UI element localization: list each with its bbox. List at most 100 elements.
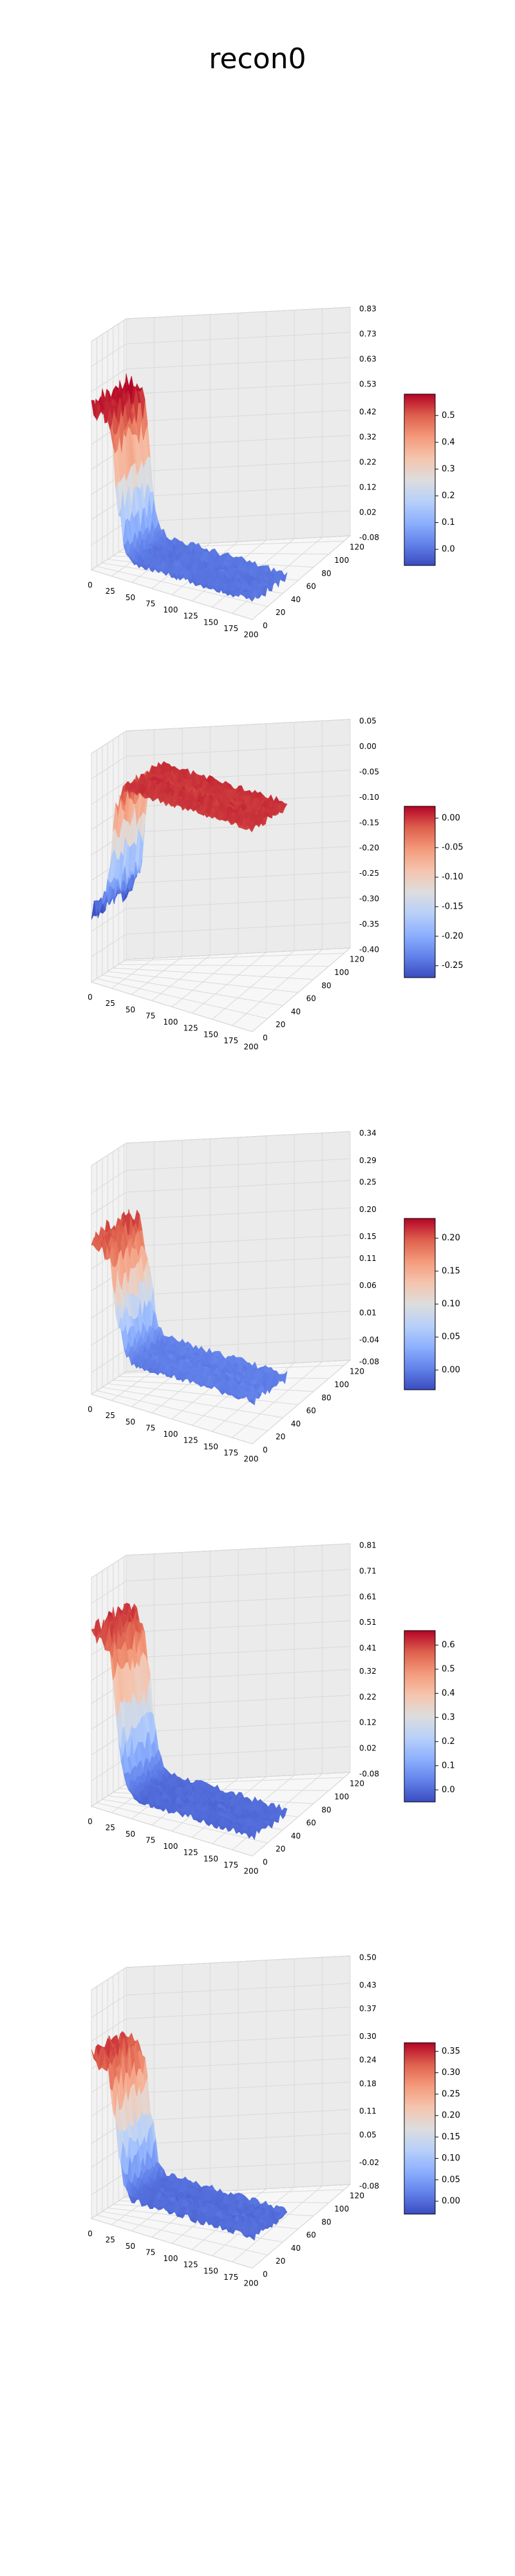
surface [91,761,288,920]
gridline-z [91,1359,351,1395]
colorbar-tick-label: 0.00 [442,1365,460,1375]
y-tick-label: 120 [350,543,364,552]
z-tick-label: -0.10 [359,793,379,802]
colorbar-tick-label: -0.20 [442,931,464,941]
x-tick-label: 125 [183,612,198,621]
x-tick-label: 25 [106,587,115,596]
subplot-1: 0255075100125150175200020406080100120-0.… [88,305,455,639]
surface-cell [91,900,97,920]
z-tick-label: 0.05 [359,717,377,726]
x-tick-label: 150 [203,1854,218,1863]
z-tick-label: -0.25 [359,869,379,878]
gridline-z [91,1569,351,1604]
y-tick-label: 80 [321,569,331,578]
y-tick-label: 80 [321,1805,331,1814]
z-tick-label: 0.34 [359,1129,377,1138]
z-tick-label: -0.05 [359,767,379,776]
z-tick-label: 0.63 [359,355,377,364]
gridline-z [91,357,351,392]
z-tick-label: 0.20 [359,1205,377,1214]
x-tick-label: 150 [203,618,218,627]
z-tick-label: -0.15 [359,818,379,827]
gridline-z [91,1955,351,1991]
page-title: recon0 [209,43,306,75]
subplot-4: 0255075100125150175200020406080100120-0.… [88,1541,455,1876]
x-tick-label: 50 [126,1830,135,1839]
subplots: 0255075100125150175200020406080100120-0.… [88,305,463,2288]
surface [91,2031,288,2241]
surface-cell [91,1629,97,1638]
x-tick-label: 125 [183,1848,198,1857]
z-tick-label: 0.81 [359,1541,377,1550]
x-tick-label: 100 [164,605,178,614]
z-tick-label: 0.41 [359,1643,377,1653]
z-tick-label: 0.01 [359,1308,377,1317]
x-tick-label: 0 [88,1405,93,1414]
colorbar-gradient [404,393,436,566]
z-tick-label: 0.29 [359,1156,377,1165]
colorbar-tick-label: 0.05 [442,1332,460,1342]
z-tick-label: 0.71 [359,1566,377,1575]
gridline-z [91,744,351,779]
x-tick-label: 200 [244,1867,259,1876]
z-tick-label: 0.73 [359,330,377,339]
subplot-3: 0255075100125150175200020406080100120-0.… [88,1129,460,1464]
gridline-z [91,332,351,367]
gridline-z [91,1983,351,2018]
colorbar-tick-label: 0.20 [442,1233,460,1243]
x-tick-label: 75 [145,1423,155,1432]
gridline-z [91,896,351,932]
colorbar: -0.25-0.20-0.15-0.10-0.050.00 [404,806,464,978]
y-tick-label: 40 [291,1419,301,1428]
colorbar-tick-label: 0.0 [442,1785,455,1795]
colorbar-tick-label: 0.1 [442,518,455,527]
colorbar-tick-label: 0.4 [442,437,455,447]
colorbar-tick-label: 0.1 [442,1761,455,1770]
gridline-z [91,922,351,957]
z-tick-label: 0.32 [359,432,377,441]
y-tick-label: 100 [334,556,349,565]
x-tick-label: 0 [88,581,93,590]
y-tick-label: 0 [263,1446,268,1455]
colorbar-tick-label: 0.3 [442,1712,455,1722]
z-tick-label: 0.22 [359,1692,377,1701]
z-tick-label: 0.32 [359,1667,377,1676]
z-tick-label: 0.00 [359,742,377,751]
x-tick-label: 75 [145,599,155,608]
y-tick-label: 0 [263,621,268,630]
gridline-z [91,947,351,983]
y-tick-label: 100 [334,968,349,977]
colorbar-tick-label: 0.6 [442,1640,455,1650]
y-tick-label: 60 [306,582,316,591]
gridline-z [91,719,351,754]
x-tick-label: 75 [145,1011,155,1020]
z-tick-label: 0.42 [359,407,377,416]
y-tick-label: 80 [321,1393,331,1402]
subplot-2: 0255075100125150175200020406080100120-0.… [88,717,463,1052]
z-tick-label: 0.22 [359,457,377,466]
x-tick-label: 125 [183,1436,198,1445]
x-tick-label: 75 [145,1835,155,1844]
gridline-z [91,1158,351,1193]
z-tick-label: -0.30 [359,895,379,904]
x-tick-label: 25 [106,1411,115,1420]
colorbar-tick-label: 0.15 [442,1266,460,1276]
z-tick-label: -0.20 [359,844,379,853]
z-tick-label: 0.12 [359,1718,377,1727]
y-tick-label: 40 [291,1832,301,1841]
gridline-z [91,2184,351,2219]
y-tick-label: 40 [291,1007,301,1016]
surface [91,1602,288,1841]
x-tick-label: 175 [223,1448,238,1457]
z-tick-label: 0.53 [359,380,377,389]
x-tick-label: 200 [244,1043,259,1052]
z-tick-label: 0.51 [359,1618,377,1627]
x-tick-label: 175 [223,1036,238,1045]
x-tick-label: 200 [244,630,259,639]
x-tick-label: 25 [106,999,115,1008]
x-tick-label: 175 [223,1861,238,1870]
colorbar: 0.00.10.20.30.40.5 [404,393,455,566]
y-tick-label: 60 [306,1406,316,1416]
z-tick-label: 0.02 [359,507,377,516]
surface [91,373,288,602]
